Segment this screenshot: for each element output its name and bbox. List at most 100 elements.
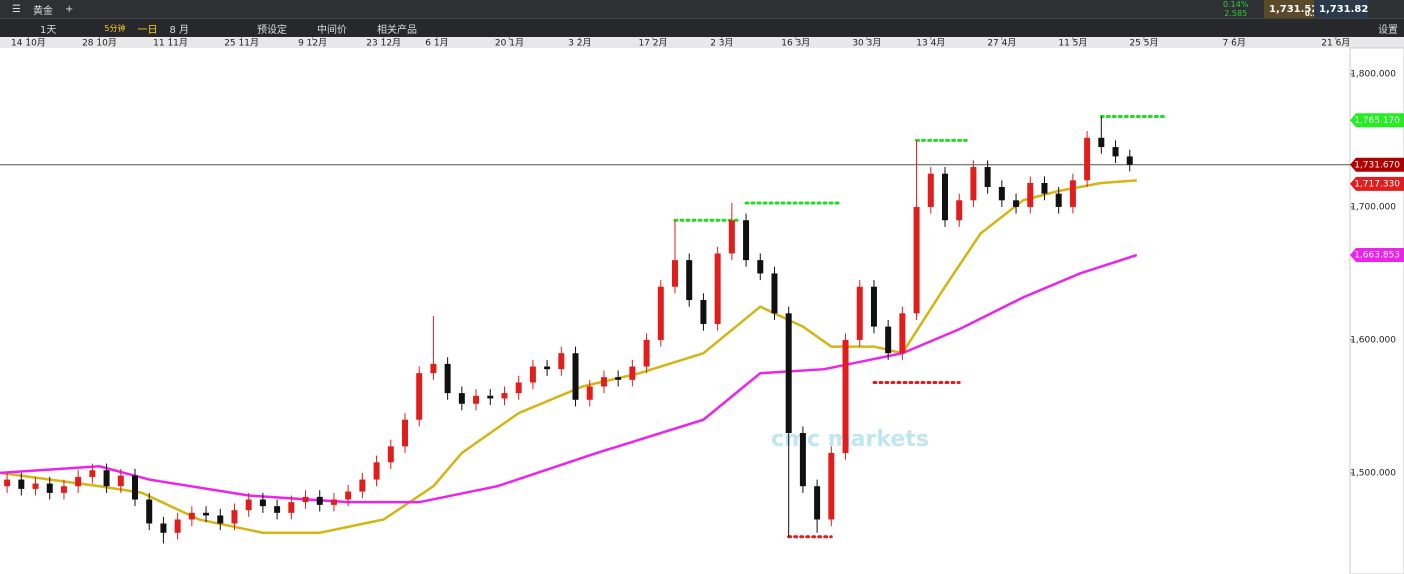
candle-body xyxy=(913,206,920,314)
x-tick-label: 7 6月 xyxy=(1223,38,1246,49)
change: 2.585 xyxy=(1224,9,1248,18)
add-tab[interactable]: + xyxy=(64,3,74,15)
candle-body xyxy=(984,167,991,187)
candle-body xyxy=(288,502,295,513)
candle-body xyxy=(302,496,309,503)
period[interactable]: 1天 xyxy=(40,24,57,36)
x-tick-label: 25 5月 xyxy=(1129,38,1158,49)
change-box: 0.14% 2.585 xyxy=(1218,0,1254,18)
candle-body xyxy=(1013,200,1020,207)
y-tick-label: 1,700.000 xyxy=(1350,202,1396,212)
candle-body xyxy=(487,395,494,399)
candle-body xyxy=(600,377,607,387)
x-tick-label: 11 11月 xyxy=(153,38,188,49)
bid[interactable]: 1,731.52 xyxy=(1264,0,1320,18)
candle-body xyxy=(728,220,735,254)
candle-body xyxy=(160,523,167,533)
candle-body xyxy=(700,300,707,324)
price-tag-label: 1,717.330 xyxy=(1354,179,1400,189)
candle-body xyxy=(743,220,750,261)
change-pct: 0.14% xyxy=(1223,0,1249,9)
candle-body xyxy=(942,173,948,221)
related[interactable]: 相关产品 xyxy=(377,24,418,36)
x-tick-label: 30 3月 xyxy=(852,38,881,49)
candle-body xyxy=(387,446,394,463)
candle-body xyxy=(998,186,1005,201)
candle-body xyxy=(330,499,337,505)
price-tag-label: 1,663.853 xyxy=(1354,251,1400,261)
range[interactable]: 8 月 xyxy=(169,24,190,36)
x-tick-label: 16 3月 xyxy=(781,38,810,49)
ask[interactable]: 1,731.82 xyxy=(1314,0,1368,18)
candle-body xyxy=(89,470,96,477)
x-tick-label: 20 1月 xyxy=(495,38,524,49)
x-tick-label: 6 1月 xyxy=(425,38,448,49)
candle-body xyxy=(103,470,110,487)
candle-body xyxy=(686,260,693,301)
menu-icon[interactable]: ☰ xyxy=(12,3,21,15)
presets[interactable]: 预设定 xyxy=(257,24,288,36)
candle-body xyxy=(345,491,352,500)
candle-body xyxy=(771,273,778,314)
candle-body xyxy=(203,512,210,516)
candle-body xyxy=(814,486,821,520)
candle-body xyxy=(416,373,423,420)
candle-body xyxy=(927,173,934,207)
candle-body xyxy=(501,393,508,399)
candle-body xyxy=(842,339,849,453)
x-tick-label: 9 12月 xyxy=(298,38,327,49)
top-toolbar: ☰ 黄金 + xyxy=(0,0,1404,18)
x-tick-label: 21 6月 xyxy=(1321,38,1350,49)
candle-body xyxy=(1069,180,1076,207)
candle-body xyxy=(359,479,366,492)
settings[interactable]: 设置 xyxy=(1378,24,1398,36)
candle-body xyxy=(146,499,153,524)
candle-body xyxy=(828,452,835,520)
x-tick-label: 14 10月 xyxy=(11,38,46,49)
candle-body xyxy=(643,339,650,367)
candle-body xyxy=(885,326,892,354)
chart-toolbar: 1天 5分钟 一日 8 月 预设定 中间价 相关产品 设置 xyxy=(0,18,1404,37)
moving-average xyxy=(0,179,1137,535)
price-tag xyxy=(1350,176,1404,191)
candle-body xyxy=(231,510,238,524)
price-tag xyxy=(1350,248,1404,263)
candle-body xyxy=(444,363,451,394)
x-tick-label: 25 11月 xyxy=(224,38,259,49)
price-tag xyxy=(1350,157,1404,172)
candle-body xyxy=(18,479,25,489)
candle-body xyxy=(757,260,764,274)
candle-body xyxy=(1041,182,1048,194)
candle-body xyxy=(956,200,963,221)
x-tick-label: 27 4月 xyxy=(987,38,1016,49)
y-tick-label: 1,600.000 xyxy=(1350,335,1396,345)
watermark: cmc markets xyxy=(771,427,929,452)
price-tag-label: 1,765.170 xyxy=(1354,116,1400,126)
candle-body xyxy=(316,496,323,505)
symbol[interactable]: 黄金 xyxy=(32,5,53,17)
candle-body xyxy=(714,253,721,324)
interval-a[interactable]: 5分钟 xyxy=(104,23,126,33)
candle-body xyxy=(657,286,664,340)
candle-body xyxy=(529,366,536,383)
x-tick-label: 28 10月 xyxy=(82,38,117,49)
candle-body xyxy=(1126,156,1133,165)
candle-body xyxy=(856,286,863,340)
candle-body xyxy=(615,377,622,380)
spread: 0.30 xyxy=(1300,10,1327,18)
candle-body xyxy=(32,483,39,489)
candle-body xyxy=(1055,193,1062,207)
candle-body xyxy=(373,462,380,480)
midprice[interactable]: 中间价 xyxy=(317,24,348,36)
interval-b[interactable]: 一日 xyxy=(137,24,158,36)
candle-body xyxy=(60,486,67,493)
candle-body xyxy=(245,499,252,511)
candle-body xyxy=(217,515,224,524)
candle-body xyxy=(1084,137,1091,181)
candle-body xyxy=(132,475,138,500)
candle-body xyxy=(586,386,593,400)
moving-average xyxy=(0,253,1138,504)
candle-body xyxy=(174,519,181,533)
